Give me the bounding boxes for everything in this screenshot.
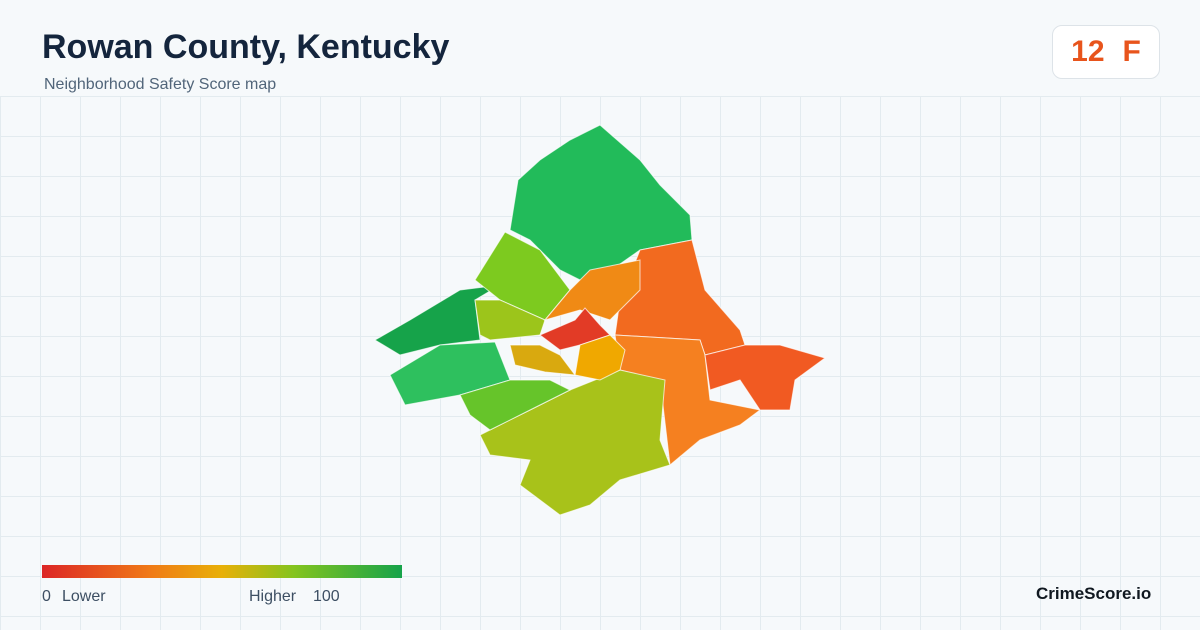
legend-min-label: Lower xyxy=(62,588,106,605)
region xyxy=(509,124,693,286)
title: Rowan County, Kentucky xyxy=(42,28,450,66)
legend-max-label: Higher xyxy=(249,588,297,605)
legend-max: 100 xyxy=(313,588,340,605)
score: 12 xyxy=(1071,35,1105,68)
legend-min: 0 xyxy=(42,588,51,605)
region xyxy=(704,344,827,411)
region xyxy=(479,369,671,516)
subtitle: Neighborhood Safety Score map xyxy=(44,76,277,93)
region xyxy=(539,307,611,351)
header xyxy=(0,0,1200,96)
brand: CrimeScore.io xyxy=(1036,584,1152,603)
region xyxy=(459,379,572,431)
grade: F xyxy=(1122,35,1141,68)
legend-gradient xyxy=(42,565,402,578)
region xyxy=(509,344,577,376)
score-badge: 12 F xyxy=(1052,25,1160,79)
